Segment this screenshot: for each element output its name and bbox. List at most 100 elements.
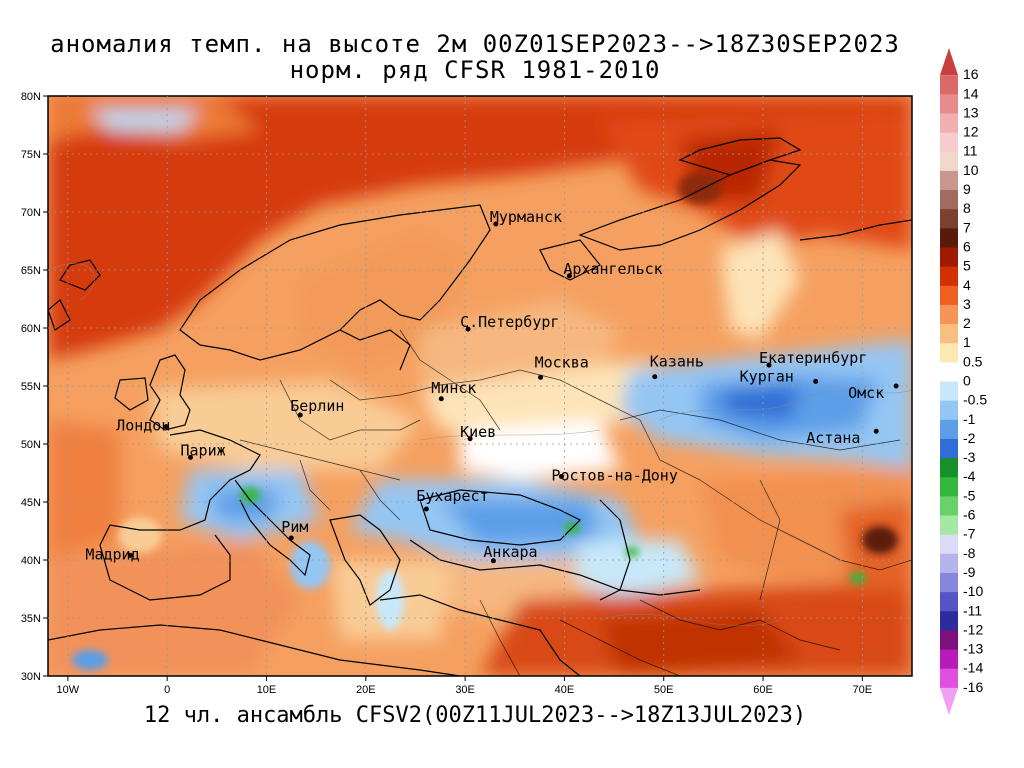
city-marker	[467, 436, 473, 442]
colorbar-label: -6	[963, 507, 976, 523]
city-label: Минск	[431, 379, 476, 397]
colorbar-segment	[940, 687, 958, 715]
lon-tick-label: 10E	[257, 684, 277, 696]
city-label: Париж	[181, 441, 226, 459]
city-label: Ростов-на-Дону	[551, 466, 677, 484]
colorbar-label: 14	[963, 85, 979, 101]
colorbar-segment	[940, 592, 958, 612]
colorbar-segment	[940, 381, 958, 402]
colorbar-segment	[940, 668, 958, 689]
colorbar-label: -0.5	[963, 392, 987, 408]
colorbar-segment	[940, 553, 958, 574]
colorbar-segment	[940, 190, 958, 210]
colorbar-label: 11	[963, 143, 978, 159]
colorbar-segment	[940, 304, 958, 325]
colorbar-label: -3	[963, 449, 976, 465]
city-marker	[423, 506, 429, 512]
colorbar-segment	[940, 534, 958, 555]
colorbar-segment	[940, 132, 958, 153]
colorbar-label: -10	[963, 583, 983, 599]
axis-ticks: 10W 0 10E 20E 30E 40E 50E 60E 70E 30N 35N 40N 45N 50N…	[21, 91, 872, 696]
colorbar-label: 9	[963, 181, 971, 197]
lon-tick-label: 10W	[57, 684, 80, 696]
lon-tick-label: 20E	[356, 684, 376, 696]
colorbar-label: 5	[963, 258, 971, 274]
city-marker	[566, 273, 572, 279]
colorbar-label: 2	[963, 315, 971, 331]
colorbar-segment	[940, 362, 958, 382]
colorbar-segment	[940, 151, 958, 172]
colorbar-label: -11	[963, 602, 982, 618]
lat-tick-label: 80N	[21, 91, 41, 103]
city-marker	[652, 374, 658, 380]
colorbar-segment	[940, 419, 958, 440]
city-marker	[558, 473, 564, 479]
colorbar-segment	[940, 400, 958, 421]
city-marker	[297, 412, 303, 418]
colorbar-segment	[940, 285, 958, 306]
colorbar-label: -16	[963, 679, 983, 695]
city-label: Астана	[806, 429, 860, 447]
colorbar-segment	[940, 209, 958, 229]
colorbar-label: 10	[963, 162, 979, 178]
title-line-2: норм. ряд CFSR 1981-2010	[289, 56, 661, 84]
city-marker	[465, 326, 471, 332]
graticule	[48, 96, 912, 676]
city-marker	[538, 374, 544, 380]
colorbar-segment	[940, 170, 958, 191]
city-label: С.Петербург	[460, 313, 559, 331]
lat-tick-label: 55N	[21, 381, 41, 393]
colorbar-segment	[940, 611, 958, 631]
colorbar-segment	[940, 438, 958, 459]
colorbar-label: -7	[963, 526, 976, 542]
lat-tick-label: 60N	[21, 323, 41, 335]
lon-tick-label: 60E	[753, 684, 773, 696]
colorbar-segment	[940, 630, 958, 651]
colorbar-segment	[940, 343, 958, 363]
city-label: Казань	[650, 353, 704, 371]
colorbar-label: 4	[963, 277, 971, 293]
colorbar-label: -2	[963, 430, 976, 446]
lat-tick-label: 70N	[21, 207, 41, 219]
colorbar-label: 16	[963, 66, 979, 82]
colorbar-label: -4	[963, 468, 976, 484]
borders	[239, 329, 912, 676]
colorbar-label: -5	[963, 487, 976, 503]
title-line-1: аномалия темп. на высоте 2м 00Z01SEP2023…	[50, 30, 900, 58]
colorbar-segment	[940, 515, 958, 536]
colorbar-segment	[940, 477, 958, 497]
city-marker	[188, 454, 194, 460]
lat-tick-label: 45N	[21, 497, 41, 509]
colorbar-label: -1	[963, 411, 976, 427]
city-label: Мурманск	[490, 208, 562, 226]
city-label: Рим	[281, 518, 308, 536]
colorbar-segment	[940, 48, 958, 76]
colorbar-label: -8	[963, 545, 976, 561]
city-label: Омск	[848, 384, 884, 402]
colorbar-segment	[940, 324, 958, 344]
city-label: Курган	[740, 367, 794, 385]
colorbar-label: -9	[963, 564, 976, 580]
colorbar-segment	[940, 458, 958, 478]
footer-text: 12 чл. ансамбль CFSV2(00Z11JUL2023-->18Z…	[143, 703, 807, 728]
colorbar-segment	[940, 247, 958, 268]
colorbar-label: 3	[963, 296, 971, 312]
lon-tick-label: 50E	[654, 684, 674, 696]
city-label: Москва	[535, 353, 589, 371]
colorbar-label: 0.5	[963, 353, 983, 369]
colorbar-label: 13	[963, 104, 979, 120]
colorbar-segment	[940, 228, 958, 248]
city-marker	[766, 362, 772, 368]
city-label: Киев	[460, 423, 496, 441]
colorbar-label: 0	[963, 373, 971, 389]
lat-tick-label: 35N	[21, 613, 41, 625]
colorbar-label: -13	[963, 641, 983, 657]
city-label: Лондон	[116, 417, 170, 435]
colorbar-label: 8	[963, 200, 971, 216]
colorbar-label: 6	[963, 238, 971, 254]
city-label: Екатеринбург	[759, 349, 867, 367]
coastlines	[48, 137, 912, 676]
lat-tick-label: 75N	[21, 149, 41, 161]
